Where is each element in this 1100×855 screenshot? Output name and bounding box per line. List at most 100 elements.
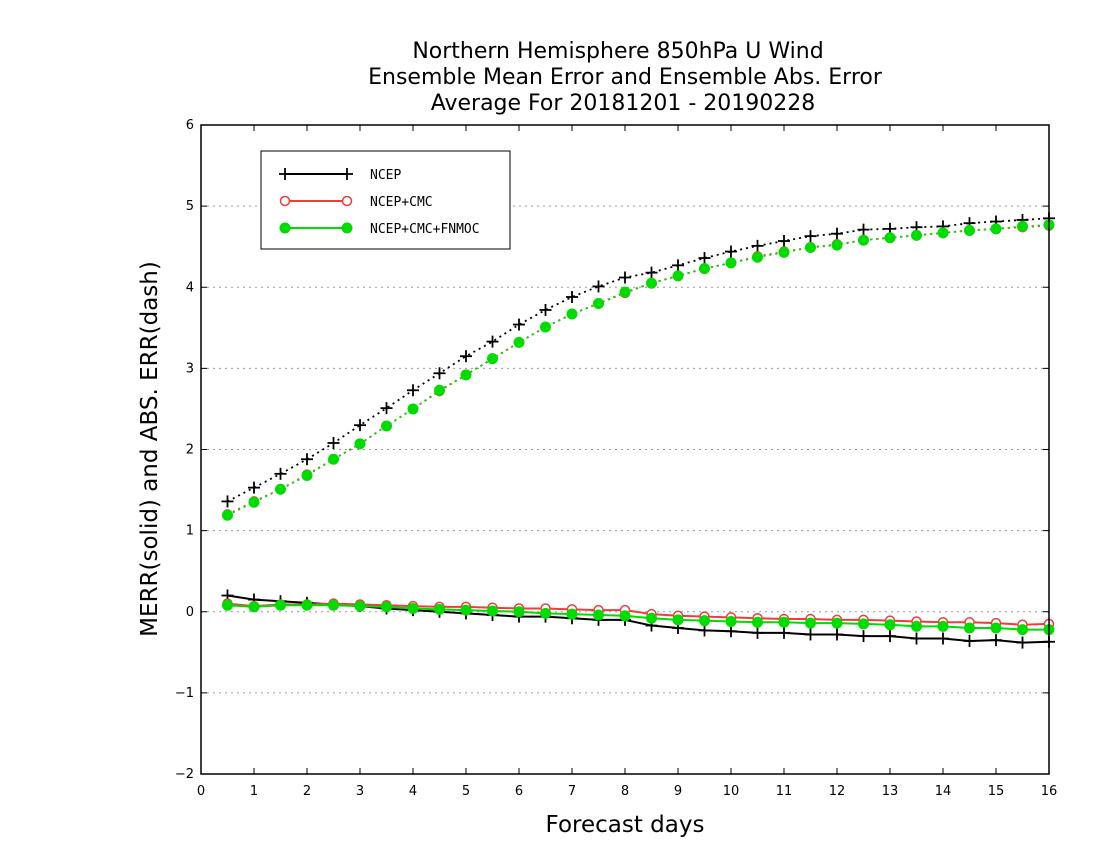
data-point-filled-circle <box>672 614 684 626</box>
data-point-plus <box>513 318 525 331</box>
data-point-filled-circle <box>487 605 498 617</box>
y-tick-label: 3 <box>186 361 194 376</box>
series-ncep <box>221 212 1055 649</box>
y-axis-ticks: −2 −1 0 1 2 3 4 5 6 <box>175 118 1049 782</box>
data-point-plus <box>279 168 291 180</box>
legend-label: NCEP <box>370 168 401 183</box>
data-point-filled-circle <box>407 603 419 615</box>
legend-label: NCEP+CMC <box>370 195 433 210</box>
x-tick-label: 2 <box>303 784 311 799</box>
data-point-plus <box>910 632 923 645</box>
data-point-plus <box>857 630 870 643</box>
data-point-plus <box>460 350 472 363</box>
series-line-merr <box>227 602 1050 626</box>
x-axis-label: Forecast days <box>546 812 705 838</box>
data-point-open-circle <box>341 195 353 207</box>
y-tick-label: 2 <box>186 443 194 458</box>
data-point-filled-circle <box>858 234 869 246</box>
x-tick-label: 14 <box>935 784 952 799</box>
x-tick-label: 11 <box>776 784 793 799</box>
title-line-3: Average For 20181201 - 20190228 <box>431 91 816 116</box>
data-point-filled-circle <box>964 224 975 236</box>
data-point-plus <box>1016 636 1029 649</box>
data-point-filled-circle <box>328 453 339 465</box>
data-point-plus <box>831 628 843 641</box>
title-line-2: Ensemble Mean Error and Ensemble Abs. Er… <box>368 65 883 90</box>
series-line-abs-err <box>227 223 1050 517</box>
x-tick-label: 0 <box>197 784 205 799</box>
chart-title: Northern Hemisphere 850hPa U Wind Ensemb… <box>368 39 883 116</box>
data-point-filled-circle <box>937 227 949 239</box>
data-point-filled-circle <box>341 222 353 234</box>
data-point-filled-circle <box>884 619 896 631</box>
x-tick-label: 13 <box>882 784 899 799</box>
data-point-filled-circle <box>460 369 472 381</box>
data-point-filled-circle <box>381 601 392 613</box>
x-tick-label: 9 <box>674 784 682 799</box>
data-point-plus <box>221 495 234 508</box>
data-point-filled-circle <box>752 251 763 263</box>
data-point-filled-circle <box>460 604 472 616</box>
legend: NCEP NCEP+CMC NCEP+CMC+FNMOC <box>260 150 511 250</box>
data-point-filled-circle <box>805 617 816 629</box>
data-point-filled-circle <box>699 615 710 627</box>
data-point-filled-circle <box>275 483 286 495</box>
data-point-plus <box>486 335 499 348</box>
data-point-plus <box>831 227 843 240</box>
data-point-filled-circle <box>593 297 604 309</box>
y-tick-label: 5 <box>186 199 194 214</box>
data-point-filled-circle <box>354 600 366 612</box>
legend-entry: NCEP <box>279 168 401 183</box>
data-point-plus <box>566 290 578 303</box>
data-point-plus <box>354 419 366 432</box>
x-tick-label: 6 <box>515 784 523 799</box>
data-point-filled-circle <box>619 286 631 298</box>
data-point-filled-circle <box>540 321 551 333</box>
data-point-filled-circle <box>279 222 291 234</box>
x-tick-label: 16 <box>1041 784 1058 799</box>
data-point-plus <box>725 245 737 258</box>
data-point-filled-circle <box>964 622 975 634</box>
data-point-filled-circle <box>778 246 790 258</box>
legend-entry: NCEP+CMC+FNMOC <box>279 222 480 237</box>
x-tick-label: 5 <box>462 784 470 799</box>
data-point-filled-circle <box>725 615 737 627</box>
data-point-plus <box>380 402 393 415</box>
series-line-abs-err <box>227 224 1050 516</box>
data-point-plus <box>248 481 260 494</box>
data-point-filled-circle <box>301 469 313 481</box>
y-tick-label: −1 <box>175 686 194 701</box>
data-point-filled-circle <box>248 601 260 613</box>
data-point-filled-circle <box>222 509 233 521</box>
data-point-filled-circle <box>805 241 816 253</box>
data-point-plus <box>857 223 870 236</box>
x-tick-label: 4 <box>409 784 417 799</box>
series-line-merr <box>227 604 1049 631</box>
data-point-plus <box>804 230 817 243</box>
x-tick-label: 12 <box>829 784 846 799</box>
y-tick-label: 0 <box>186 605 194 620</box>
y-axis-label: MERR(solid) and ABS. ERR(dash) <box>137 261 163 637</box>
series-ncep-cmc <box>222 220 1055 630</box>
x-tick-label: 15 <box>988 784 1005 799</box>
data-point-filled-circle <box>407 403 419 415</box>
y-tick-label: 6 <box>186 118 194 133</box>
data-point-filled-circle <box>593 609 604 621</box>
data-point-filled-circle <box>990 223 1002 235</box>
data-point-plus <box>698 252 711 265</box>
data-point-plus <box>778 626 790 639</box>
data-point-plus <box>778 235 790 248</box>
data-point-filled-circle <box>1017 624 1028 636</box>
data-point-plus <box>963 634 976 647</box>
legend-entry: NCEP+CMC <box>279 195 433 210</box>
data-point-filled-circle <box>275 599 286 611</box>
data-point-plus <box>751 239 764 252</box>
data-point-filled-circle <box>354 438 366 450</box>
data-point-plus <box>645 266 658 279</box>
data-point-filled-circle <box>566 608 578 620</box>
y-tick-label: 1 <box>186 524 194 539</box>
data-point-open-circle <box>279 195 291 207</box>
data-point-plus <box>539 303 552 316</box>
y-tick-label: 4 <box>186 280 194 295</box>
